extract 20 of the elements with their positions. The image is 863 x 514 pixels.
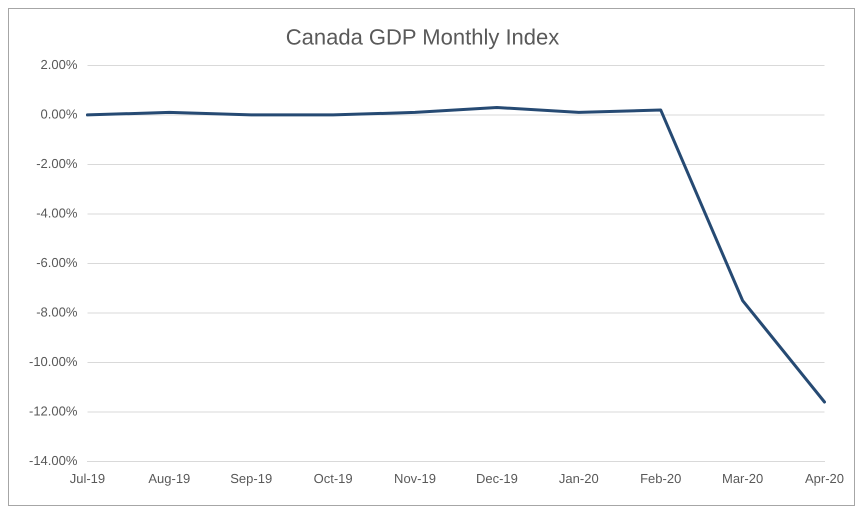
y-tick-label: 2.00% xyxy=(40,56,78,72)
x-tick-label: Mar-20 xyxy=(722,470,764,486)
x-tick-label: Oct-19 xyxy=(314,470,353,486)
x-tick-label: Jan-20 xyxy=(558,470,599,486)
x-tick-label: Feb-20 xyxy=(640,470,682,486)
y-tick-label: -2.00% xyxy=(36,156,78,171)
y-tick-label: 0.00% xyxy=(40,106,78,122)
y-tick-label: -8.00% xyxy=(36,304,78,320)
y-tick-label: -10.00% xyxy=(29,354,78,369)
y-tick-label: -12.00% xyxy=(29,403,78,418)
x-tick-label: Jul-19 xyxy=(70,470,106,486)
x-tick-label: Aug-19 xyxy=(148,470,190,486)
chart-title: Canada GDP Monthly Index xyxy=(286,24,560,50)
y-tick-label: -14.00% xyxy=(29,452,78,468)
x-tick-label: Apr-20 xyxy=(804,470,844,486)
y-tick-label: -4.00% xyxy=(36,205,78,220)
y-tick-label: -6.00% xyxy=(36,254,78,270)
x-tick-label: Dec-19 xyxy=(476,470,518,486)
x-tick-label: Sep-19 xyxy=(230,470,272,486)
x-tick-label: Nov-19 xyxy=(394,470,436,486)
